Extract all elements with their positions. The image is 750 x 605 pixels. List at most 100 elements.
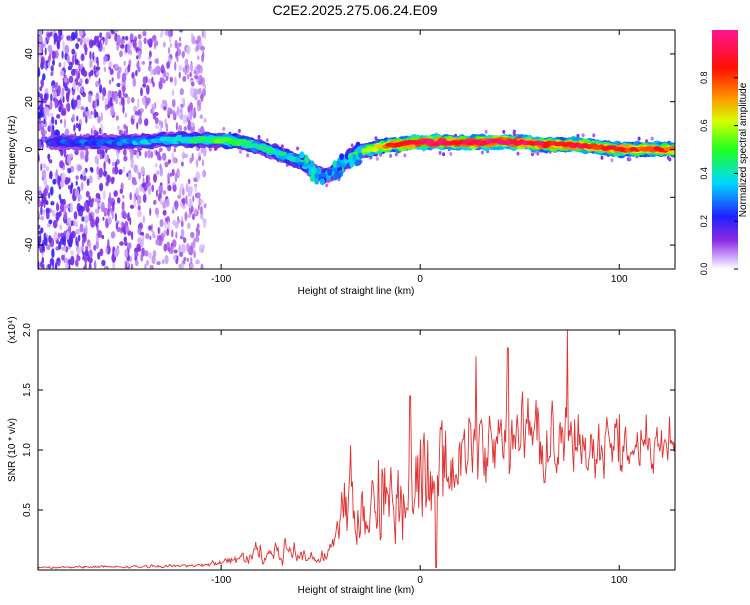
spectrogram-panel: -100 0 100 -40 -20 0 20 40 Height of straight … (7, 29, 676, 297)
noise-blob (77, 234, 81, 242)
colorbar-tick-label: 0.4 (699, 167, 709, 180)
noise-blob (63, 77, 68, 83)
noise-blob (187, 222, 191, 230)
noise-blob (191, 35, 196, 45)
noise-blob (178, 124, 183, 133)
noise-blob (156, 261, 161, 266)
noise-blob (193, 177, 198, 183)
noise-blob (189, 157, 193, 164)
noise-blob (42, 209, 46, 216)
noise-blob (179, 36, 182, 42)
noise-blob (132, 39, 137, 49)
noise-blob (107, 238, 110, 249)
noise-blob (132, 77, 137, 87)
noise-blob (189, 102, 194, 111)
noise-blob (139, 222, 144, 230)
noise-blob (79, 150, 85, 160)
noise-blob (38, 230, 42, 235)
noise-blob (171, 239, 177, 248)
colorbar-tick-label: 0.6 (699, 119, 709, 132)
noise-blob (162, 41, 166, 48)
noise-blob (50, 93, 53, 102)
noise-blob (350, 143, 354, 148)
noise-blob (246, 153, 250, 158)
noise-blob (67, 225, 72, 234)
noise-blob (85, 245, 89, 252)
noise-blob (161, 259, 165, 265)
noise-blob (38, 139, 41, 149)
noise-blob (182, 67, 186, 73)
noise-blob (92, 51, 95, 61)
noise-blob (628, 157, 632, 162)
noise-blob (152, 112, 156, 120)
noise-blob (136, 121, 139, 130)
noise-blob (142, 76, 147, 84)
noise-blob (174, 76, 177, 87)
noise-blob (137, 210, 142, 218)
noise-blob (137, 49, 142, 60)
noise-blob (52, 59, 55, 66)
noise-blob (239, 149, 242, 154)
spectral-ridge-mark (327, 169, 333, 176)
noise-blob (160, 120, 164, 129)
noise-blob (73, 220, 76, 226)
noise-blob (48, 159, 53, 164)
noise-blob (40, 201, 44, 208)
noise-blob (325, 183, 329, 188)
snr-series-line (38, 330, 675, 570)
noise-blob (438, 150, 442, 155)
noise-blob (140, 166, 146, 176)
noise-blob (74, 188, 80, 198)
noise-blob (200, 263, 204, 269)
noise-blob (188, 120, 191, 126)
noise-blob (104, 97, 107, 106)
noise-blob (169, 43, 172, 48)
noise-blob (180, 261, 184, 269)
colorbar-ticks: 0.0 0.2 0.4 0.6 0.8 (699, 72, 738, 275)
noise-blob (153, 173, 157, 183)
noise-blob (71, 31, 76, 41)
noise-blob (158, 184, 164, 194)
noise-blob (61, 50, 64, 60)
noise-blob (90, 111, 93, 115)
noise-blob (156, 57, 159, 65)
noise-blob (280, 144, 284, 149)
noise-blob (84, 215, 89, 224)
noise-blob (159, 219, 164, 228)
noise-blob (113, 190, 118, 197)
noise-blob (202, 169, 207, 178)
noise-blob (59, 98, 62, 108)
noise-blob (170, 30, 173, 37)
noise-blob (162, 79, 166, 84)
noise-blob (70, 250, 74, 256)
noise-blob (120, 44, 125, 49)
noise-blob (197, 55, 200, 60)
noise-blob (148, 55, 151, 60)
noise-blob (46, 107, 50, 117)
noise-blob (177, 170, 181, 177)
noise-blob (96, 148, 102, 155)
spectral-ridge-mark (299, 151, 305, 159)
x-tick-label: 100 (611, 274, 628, 285)
noise-blob (64, 44, 70, 54)
noise-blob (77, 196, 81, 202)
noise-blob (75, 180, 78, 186)
noise-blob (148, 225, 152, 231)
noise-blob (131, 97, 135, 103)
noise-blob (67, 88, 71, 94)
noise-blob (177, 219, 181, 224)
noise-blob (237, 128, 241, 133)
spectral-ridge-mark (336, 160, 342, 168)
noise-blob (49, 31, 53, 37)
noise-blob (46, 223, 51, 228)
noise-blob (171, 168, 175, 177)
y-tick-label: 1.5 (22, 383, 33, 397)
noise-blob (94, 155, 99, 164)
noise-blob (80, 53, 85, 62)
noise-blob (123, 60, 126, 67)
noise-blob (110, 231, 116, 239)
noise-blob (185, 195, 188, 205)
noise-blob (184, 69, 188, 75)
noise-blob (199, 199, 204, 204)
y-tick-label: 1.0 (22, 443, 33, 457)
